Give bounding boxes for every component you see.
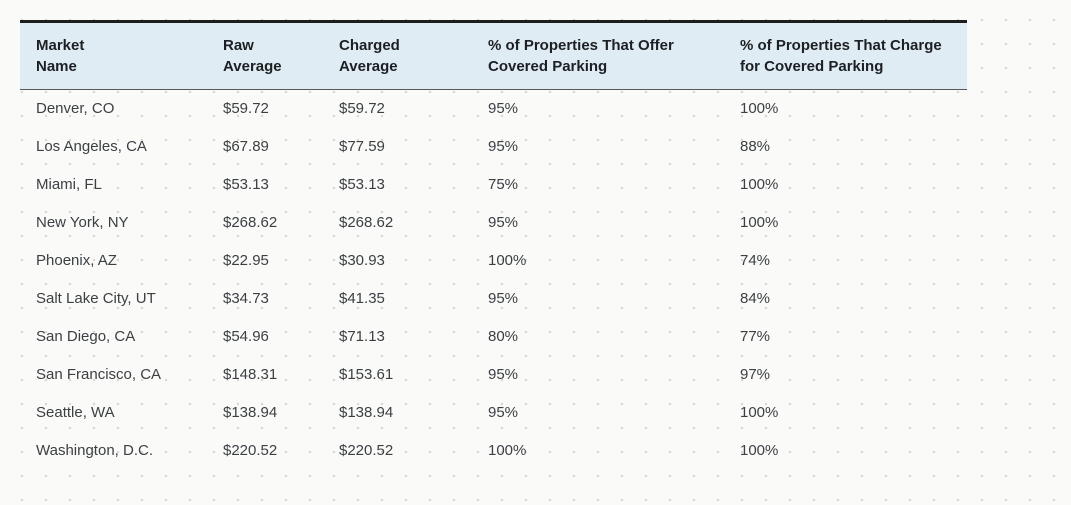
cell-charged_avg: $41.35 [339, 290, 385, 307]
table-row: Denver, CO $59.72 $59.72 95% 100% [20, 90, 967, 128]
cell-offer_pct: 95% [488, 404, 519, 421]
cell-market: San Diego, CA [36, 328, 136, 345]
cell-offer_pct: 100% [488, 252, 527, 269]
cell-raw_avg: $67.89 [223, 138, 269, 155]
cell-raw_avg: $59.72 [223, 100, 269, 117]
cell-charged_avg: $153.61 [339, 366, 394, 383]
cell-offer_pct: 95% [488, 138, 519, 155]
cell-offer_pct: 95% [488, 366, 519, 383]
cell-charged_avg: $138.94 [339, 404, 394, 421]
cell-charged_avg: $53.13 [339, 176, 385, 193]
table-row: San Diego, CA $54.96 $71.13 80% 77% [20, 318, 967, 356]
cell-charged_avg: $71.13 [339, 328, 385, 345]
cell-market: Salt Lake City, UT [36, 290, 156, 307]
table-row: Phoenix, AZ $22.95 $30.93 100% 74% [20, 242, 967, 280]
table-row: Seattle, WA $138.94 $138.94 95% 100% [20, 394, 967, 432]
cell-charge_pct: 74% [740, 252, 771, 269]
cell-offer_pct: 95% [488, 214, 519, 231]
covered-parking-rates-table: Market Name Raw Average Charged Average … [20, 20, 967, 470]
cell-charged_avg: $220.52 [339, 442, 394, 459]
column-header-charged-average: Charged Average [339, 37, 400, 75]
cell-raw_avg: $220.52 [223, 442, 278, 459]
cell-charged_avg: $30.93 [339, 252, 385, 269]
cell-market: New York, NY [36, 214, 129, 231]
cell-charge_pct: 100% [740, 176, 779, 193]
cell-charged_avg: $268.62 [339, 214, 394, 231]
cell-market: Los Angeles, CA [36, 138, 147, 155]
cell-charge_pct: 100% [740, 100, 779, 117]
column-header-market-name: Market Name [36, 37, 85, 75]
table-row: Salt Lake City, UT $34.73 $41.35 95% 84% [20, 280, 967, 318]
cell-market: Denver, CO [36, 100, 115, 117]
cell-offer_pct: 95% [488, 100, 519, 117]
cell-market: Washington, D.C. [36, 442, 153, 459]
cell-offer_pct: 80% [488, 328, 519, 345]
cell-market: Seattle, WA [36, 404, 115, 421]
cell-offer_pct: 100% [488, 442, 527, 459]
cell-market: Phoenix, AZ [36, 252, 117, 269]
cell-raw_avg: $34.73 [223, 290, 269, 307]
cell-offer_pct: 95% [488, 290, 519, 307]
table-row: San Francisco, CA $148.31 $153.61 95% 97% [20, 356, 967, 394]
table-row: Miami, FL $53.13 $53.13 75% 100% [20, 166, 967, 204]
cell-charge_pct: 100% [740, 214, 779, 231]
cell-charge_pct: 100% [740, 442, 779, 459]
cell-charge_pct: 100% [740, 404, 779, 421]
cell-charged_avg: $59.72 [339, 100, 385, 117]
cell-market: San Francisco, CA [36, 366, 162, 383]
table-row: Los Angeles, CA $67.89 $77.59 95% 88% [20, 128, 967, 166]
column-header-charge-for-covered-parking: % of Properties That Charge for Covered … [740, 37, 942, 75]
table-header-row: Market Name Raw Average Charged Average … [20, 23, 967, 90]
table-row: Washington, D.C. $220.52 $220.52 100% 100% [20, 432, 967, 470]
cell-raw_avg: $138.94 [223, 404, 278, 421]
cell-charged_avg: $77.59 [339, 138, 385, 155]
column-header-raw-average: Raw Average [223, 37, 282, 75]
cell-charge_pct: 88% [740, 138, 771, 155]
cell-raw_avg: $54.96 [223, 328, 269, 345]
cell-raw_avg: $22.95 [223, 252, 269, 269]
cell-charge_pct: 97% [740, 366, 771, 383]
cell-offer_pct: 75% [488, 176, 519, 193]
cell-charge_pct: 84% [740, 290, 771, 307]
cell-raw_avg: $53.13 [223, 176, 269, 193]
table-row: New York, NY $268.62 $268.62 95% 100% [20, 204, 967, 242]
cell-charge_pct: 77% [740, 328, 771, 345]
table-body: Denver, CO $59.72 $59.72 95% 100% Los Angeles… [20, 90, 967, 470]
cell-raw_avg: $148.31 [223, 366, 278, 383]
cell-market: Miami, FL [36, 176, 102, 193]
cell-raw_avg: $268.62 [223, 214, 278, 231]
column-header-offer-covered-parking: % of Properties That Offer Covered Parki… [488, 37, 674, 75]
